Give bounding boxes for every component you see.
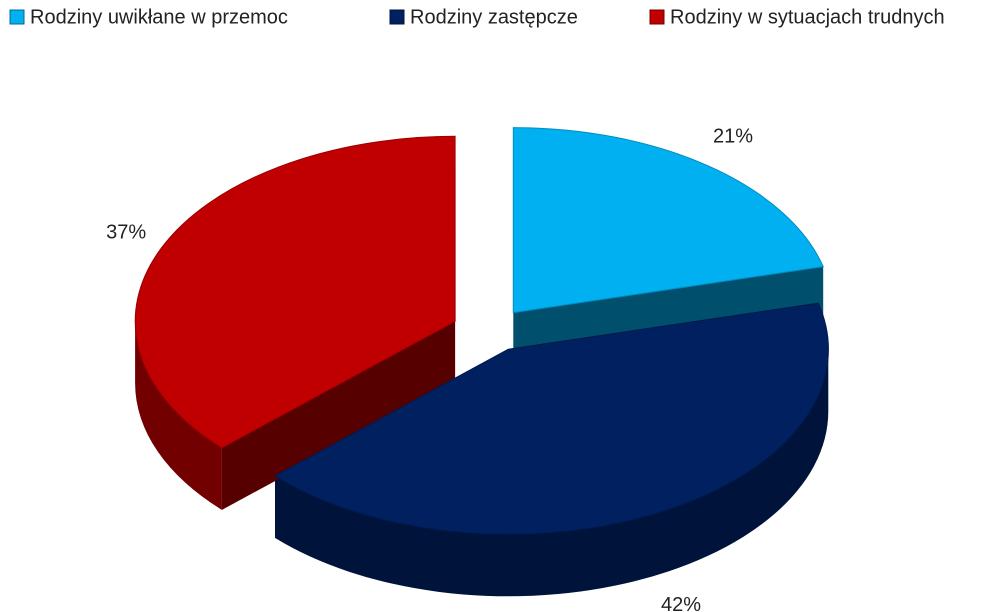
legend-label: Rodziny w sytuacjach trudnych	[670, 6, 945, 28]
slice-side	[135, 321, 222, 510]
slice-side	[275, 349, 829, 597]
slice	[512, 127, 824, 314]
legend-swatch	[389, 9, 405, 25]
data-label: 42%	[661, 594, 701, 612]
legend-label: Rodziny uwikłane w przemoc	[30, 6, 288, 28]
legend-swatch	[649, 9, 665, 25]
data-label: 21%	[713, 125, 753, 147]
slice-wall	[221, 321, 456, 510]
data-label: 37%	[106, 221, 146, 243]
legend-swatch	[9, 9, 25, 25]
legend-label: Rodziny zastępcze	[410, 6, 578, 28]
slice	[274, 302, 829, 535]
slice	[134, 135, 456, 449]
